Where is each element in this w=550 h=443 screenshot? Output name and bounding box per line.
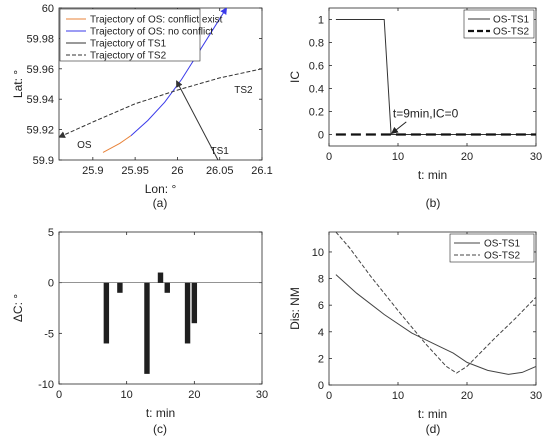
subfigure-caption: (c) [153, 422, 167, 436]
plot-content-d [335, 232, 536, 375]
x-tick-label: 20 [188, 389, 200, 401]
y-tick-label: 0.8 [309, 38, 324, 50]
bar [191, 282, 198, 324]
subfigure-caption: (b) [426, 196, 441, 210]
y-axis-label: ΔC: ° [11, 294, 25, 322]
bar [157, 272, 164, 283]
x-tick-label: 10 [121, 389, 133, 401]
x-tick-label: 10 [392, 390, 404, 402]
bar [117, 282, 123, 293]
y-tick-label: 59.94 [26, 94, 54, 106]
trajectory-label: TS2 [234, 85, 253, 96]
annotation-text: t=9min,IC=0 [393, 106, 459, 120]
subfigure-caption: (a) [153, 196, 168, 210]
x-tick-label: 20 [461, 151, 473, 163]
y-tick-label: 0.6 [309, 61, 324, 73]
trajectory-label: OS [77, 140, 92, 151]
legend-entry: OS-TS2 [493, 27, 530, 38]
y-tick-label: 0.2 [309, 107, 324, 119]
x-tick-label: 26.1 [251, 165, 272, 177]
x-tick-label: 25.9 [82, 165, 103, 177]
chart-c: 0 10 20 30 -10 -5 0 5 t: min ΔC: ° (c) [11, 227, 268, 436]
y-tick-label: 2 [318, 353, 324, 365]
chart-a: 25.9 25.95 26 26.05 26.1 59.9 59.92 59.94 59.96 5… [11, 3, 273, 210]
chart-b: 0 10 20 30 0 0.2 0.4 0.6 0.8 1 t: min IC (b) t=9min,I… [288, 7, 542, 210]
y-tick-label: -5 [44, 328, 54, 340]
x-tick-label: 26 [171, 165, 183, 177]
chart-d: 0 10 20 30 0 2 4 6 8 10 t: min Dis: NM (d) OS-TS1OS-T… [288, 231, 542, 436]
y-tick-label: 59.96 [26, 64, 54, 76]
legend-entry: Trajectory of OS: no conflict [90, 27, 213, 38]
legend-box [449, 233, 535, 263]
series-line [176, 80, 219, 160]
legend-entry: Trajectory of TS2 [90, 51, 167, 62]
y-axis-label: Dis: NM [288, 287, 302, 330]
plot-content-c [59, 272, 262, 374]
x-tick-label: 10 [392, 151, 404, 163]
plot-content-b [335, 19, 536, 136]
annotation-arrow [391, 121, 407, 134]
legend-entry: Trajectory of TS1 [90, 39, 167, 50]
y-tick-label: 1 [318, 15, 324, 27]
x-axis-label: t: min [418, 168, 447, 182]
series-line [130, 8, 227, 137]
subfigure-caption: (d) [426, 422, 441, 436]
y-tick-label: 4 [318, 327, 324, 339]
series-line [59, 68, 262, 138]
y-tick-label: 0 [318, 130, 324, 142]
y-tick-label: 60 [42, 3, 54, 15]
legend-entry: OS-TS1 [493, 15, 530, 26]
legend-entry: OS-TS2 [484, 251, 521, 262]
y-axis-label: Lat: ° [11, 70, 25, 98]
trajectory-label: TS1 [211, 146, 230, 157]
x-tick-label: 20 [461, 390, 473, 402]
x-tick-label: 0 [326, 390, 332, 402]
y-tick-label: -10 [38, 379, 54, 391]
y-tick-label: 10 [312, 247, 324, 259]
y-tick-label: 0.4 [309, 84, 324, 96]
x-tick-label: 30 [256, 389, 268, 401]
x-tick-label: 30 [530, 151, 542, 163]
plot-content-a [59, 8, 262, 160]
x-tick-label: 26.05 [206, 165, 234, 177]
series-line [102, 135, 132, 153]
legend-box [463, 9, 535, 39]
x-tick-label: 0 [56, 389, 62, 401]
legend: Trajectory of OS: conflict existTrajecto… [59, 8, 223, 62]
y-tick-label: 8 [318, 274, 324, 286]
y-tick-label: 0 [318, 380, 324, 392]
y-axis-label: IC [288, 71, 302, 83]
y-tick-label: 59.98 [26, 33, 54, 45]
legend-entry: OS-TS1 [484, 239, 521, 250]
y-tick-label: 0 [48, 278, 54, 290]
x-tick-label: 30 [530, 390, 542, 402]
y-tick-label: 59.9 [33, 155, 54, 167]
bar [184, 282, 191, 344]
x-axis-label: t: min [146, 406, 175, 420]
x-tick-label: 25.95 [121, 165, 149, 177]
bar [164, 282, 170, 293]
series-line [335, 232, 536, 374]
legend-box [59, 8, 201, 62]
x-axis-label: t: min [418, 407, 447, 421]
x-tick-label: 0 [326, 151, 332, 163]
series-line [335, 274, 536, 375]
x-axis-label: Lon: ° [145, 182, 177, 196]
plot-area-c [58, 231, 263, 385]
y-tick-label: 5 [48, 227, 54, 239]
bar [103, 282, 110, 344]
y-tick-label: 6 [318, 300, 324, 312]
y-tick-label: 59.92 [26, 125, 54, 137]
legend-entry: Trajectory of OS: conflict exist [90, 15, 223, 26]
bar [144, 282, 150, 374]
